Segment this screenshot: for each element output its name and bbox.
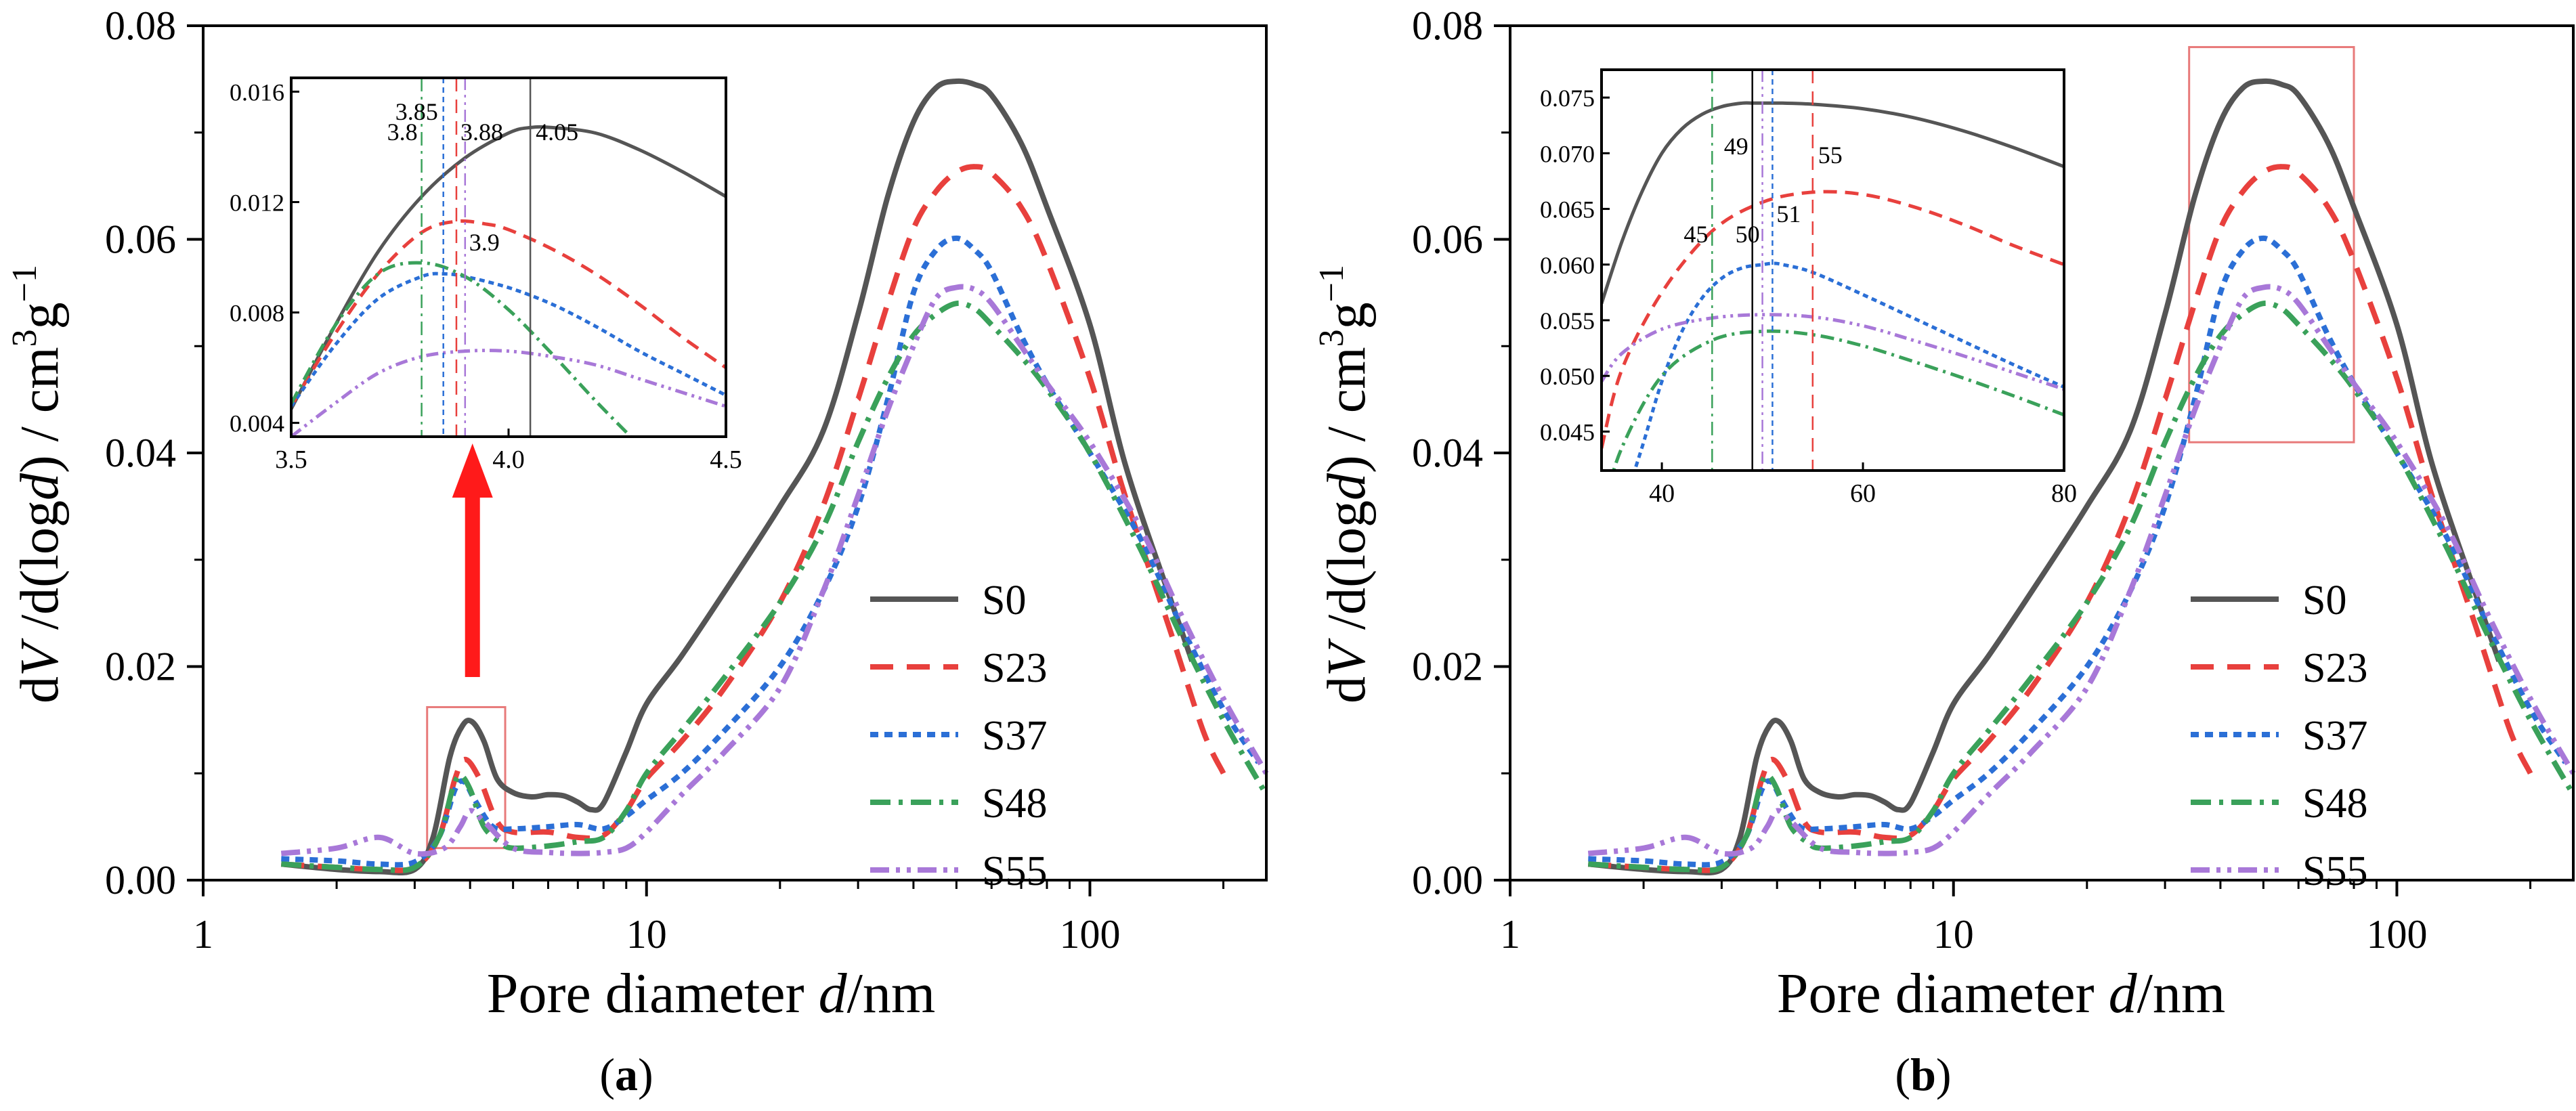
y-tick-label: 0.04 <box>1412 431 1483 475</box>
inset-y-tick-label: 0.008 <box>230 300 284 327</box>
inset-series-line-s48 <box>1612 329 2064 471</box>
legend-label-s55: S55 <box>2302 848 2367 894</box>
inset-y-tick-label: 0.004 <box>230 410 284 437</box>
y-tick-label: 0.04 <box>105 431 176 475</box>
inset-x-tick-label: 40 <box>1649 479 1675 508</box>
y-tick-label: 0.06 <box>105 217 176 262</box>
inset-plot-area <box>291 78 726 437</box>
legend-label-s55: S55 <box>982 848 1047 894</box>
panel-a-inset: 3.83.85 3.88 3.9 4.05 3.5 4.0 4.5 0.004 0.008 0.0… <box>230 77 742 474</box>
series-line-s23 <box>281 164 1226 873</box>
inset-y-tick-label: 0.055 <box>1540 307 1595 334</box>
series-line-s55 <box>1587 284 2576 857</box>
inset-series-line-s55 <box>291 349 726 437</box>
inset-x-tick-label: 4.5 <box>710 445 742 474</box>
inset-peak-label: 3.8 <box>387 118 418 146</box>
inset-series-line-s23 <box>1602 190 2064 449</box>
inset-y-tick-label: 0.065 <box>1540 196 1595 223</box>
panel-b-x-label: Pore diameter d/nm <box>1777 962 2226 1025</box>
panel-a-series <box>280 78 1269 875</box>
panel-a-legend: S0 S23 S37 S48 S55 <box>870 578 1047 894</box>
legend-label-s0: S0 <box>2302 578 2346 624</box>
inset-peak-label: 3.88 <box>460 118 503 146</box>
legend-label-s23: S23 <box>982 645 1047 691</box>
legend-label-s48: S48 <box>2302 781 2367 827</box>
series-line-s0 <box>280 78 1195 875</box>
y-tick-label: 0.08 <box>105 3 176 48</box>
inset-peak-label: 49 <box>1724 133 1748 160</box>
legend-label-s48: S48 <box>982 781 1047 827</box>
y-tick-label: 0.00 <box>1412 858 1483 902</box>
y-tick-label: 0.08 <box>1412 3 1483 48</box>
panel-a: 1 10 100 0.000.020.040.060.08 S0S23S37S48S… <box>5 3 1269 1100</box>
panel-a-arrow <box>452 443 493 677</box>
series-line-s55 <box>280 284 1269 857</box>
x-tick-label: 10 <box>1933 912 1974 957</box>
series-line-s23 <box>1588 164 2533 873</box>
legend-label-s23: S23 <box>2302 645 2367 691</box>
inset-x-tick-label: 60 <box>1850 479 1876 508</box>
panel-a-y-axis: 0.00 0.02 0.04 0.06 0.08 <box>105 3 203 902</box>
inset-x-tick-label: 3.5 <box>275 445 307 474</box>
inset-peak-label: 55 <box>1818 141 1843 169</box>
inset-series-line-s37 <box>291 271 726 408</box>
inset-background <box>291 78 726 437</box>
x-tick-label: 1 <box>1500 912 1520 957</box>
inset-x-tick-label: 4.0 <box>492 445 525 474</box>
panel-b-highlight-box <box>2188 46 2355 443</box>
panel-b-x-axis: 1 10 100 <box>1500 880 2532 957</box>
inset-y-tick-label: 0.050 <box>1540 363 1595 390</box>
panel-a-panel-label: (a) <box>599 1049 653 1100</box>
inset-peak-label: 4.05 <box>536 118 578 146</box>
series-line-s48 <box>281 300 1269 873</box>
y-tick-label: 0.00 <box>105 858 176 902</box>
zoom-region-box <box>2188 46 2355 443</box>
panel-b: 1 10 100 0.000.020.040.060.08 S0S23S37S48S… <box>1312 3 2576 1100</box>
inset-y-tick-label: 0.045 <box>1540 418 1595 445</box>
y-tick-label: 0.06 <box>1412 217 1483 262</box>
panel-a-x-axis: 1 10 100 <box>193 880 1225 957</box>
inset-x-tick-label: 80 <box>2051 479 2077 508</box>
inset-series-line-s0 <box>291 125 726 410</box>
inset-y-tick-label: 0.070 <box>1540 140 1595 167</box>
inset-y-tick-label: 0.012 <box>230 189 284 216</box>
series-line-s48 <box>1588 300 2576 873</box>
x-tick-label: 10 <box>626 912 667 957</box>
inset-peak-label: 3.9 <box>469 229 500 256</box>
legend-label-s37: S37 <box>2302 713 2367 759</box>
y-tick-label: 0.02 <box>1412 645 1483 689</box>
y-tick-label: 0.02 <box>105 645 176 689</box>
x-tick-label: 1 <box>193 912 213 957</box>
inset-peak-label: 51 <box>1776 200 1801 227</box>
inset-background <box>1602 70 2064 471</box>
inset-peak-label: 3.85 <box>395 98 438 125</box>
panel-b-inset: 45 49 50 51 55 40 60 80 0.045 0.050 0.055 0.060 0.06… <box>1540 68 2077 508</box>
panel-a-y-label: dV /d(logd) / cm3g−1 <box>5 265 70 703</box>
x-tick-label: 100 <box>2366 912 2427 957</box>
panel-b-y-axis: 0.00 0.02 0.04 0.06 0.08 <box>1412 3 1510 902</box>
inset-series-line-s37 <box>1633 261 2064 471</box>
zoom-region-box <box>426 705 507 850</box>
svg-text:dV /d(logd) / cm3g−1: dV /d(logd) / cm3g−1 <box>5 265 70 703</box>
inset-plot-area <box>1602 70 2064 471</box>
x-tick-label: 100 <box>1059 912 1120 957</box>
inset-y-tick-label: 0.016 <box>230 79 284 106</box>
inset-frame <box>1600 68 2065 472</box>
series-line-s0 <box>1587 78 2502 875</box>
panel-b-series <box>1587 78 2576 875</box>
inset-y-tick-label: 0.060 <box>1540 252 1595 279</box>
legend-label-s37: S37 <box>982 713 1047 759</box>
inset-y-tick-label: 0.075 <box>1540 85 1595 112</box>
inset-series-line-s23 <box>291 219 726 408</box>
panel-b-legend: S0 S23 S37 S48 S55 <box>2191 578 2367 894</box>
zoom-arrow-head <box>452 443 493 498</box>
inset-peak-label: 45 <box>1683 221 1708 248</box>
inset-peak-label: 50 <box>1736 221 1760 248</box>
panel-a-highlight-box <box>426 705 507 850</box>
legend-label-s0: S0 <box>982 578 1026 624</box>
panel-a-x-label: Pore diameter d/nm <box>487 962 936 1025</box>
panel-b-panel-label: (b) <box>1895 1049 1951 1100</box>
